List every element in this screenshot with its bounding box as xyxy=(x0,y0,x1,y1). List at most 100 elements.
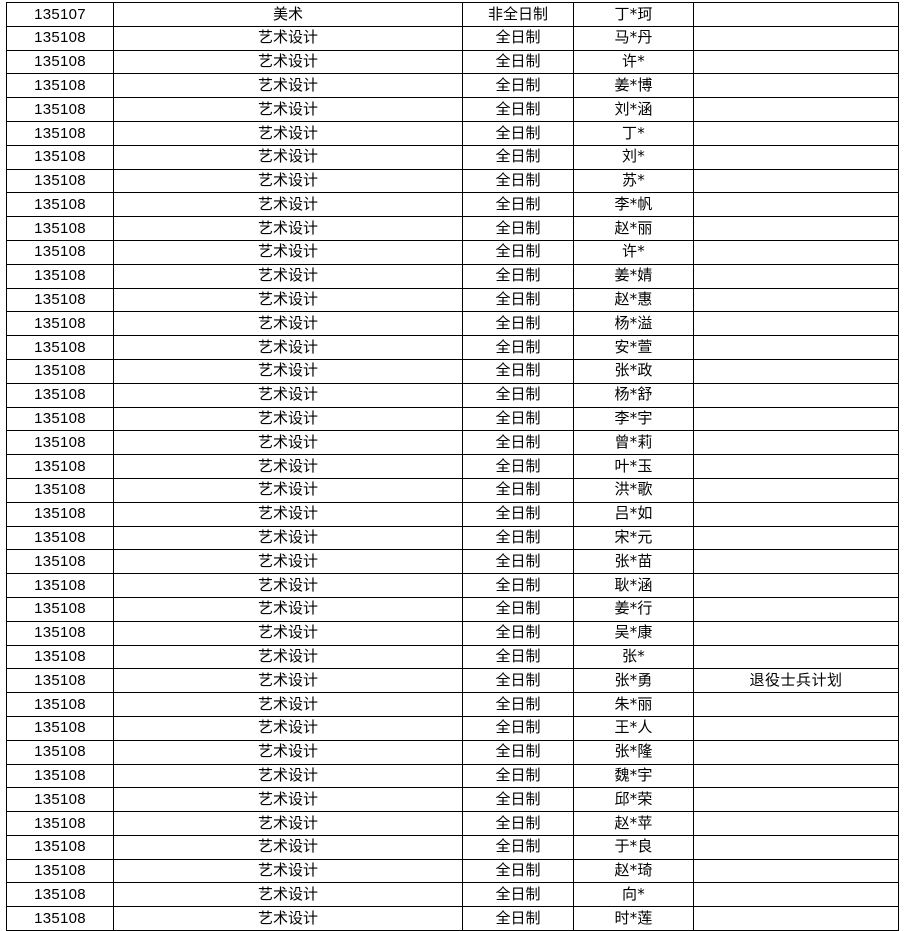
roster-table[interactable]: 135107 美术 非全日制 丁*珂 135108 艺术设计 全日制 马*丹 135108 艺术设… xyxy=(6,2,899,931)
cell-mode[interactable]: 全日制 xyxy=(462,858,574,884)
cell-mode[interactable]: 全日制 xyxy=(462,430,574,456)
cell-code[interactable]: 135108 xyxy=(6,216,114,241)
cell-program[interactable]: 艺术设计 xyxy=(113,73,463,99)
cell-program[interactable]: 艺术设计 xyxy=(113,430,463,456)
cell-note[interactable] xyxy=(693,454,899,479)
cell-note[interactable] xyxy=(693,739,899,765)
cell-name[interactable]: 赵*丽 xyxy=(573,216,694,241)
cell-code[interactable]: 135108 xyxy=(6,620,114,646)
cell-note[interactable] xyxy=(693,406,899,432)
cell-mode[interactable]: 全日制 xyxy=(462,668,574,694)
cell-name[interactable]: 朱*丽 xyxy=(573,692,694,717)
cell-name[interactable]: 宋*元 xyxy=(573,525,694,551)
cell-name[interactable]: 于*良 xyxy=(573,834,694,860)
cell-name[interactable]: 姜*博 xyxy=(573,73,694,99)
cell-note[interactable] xyxy=(693,763,899,789)
table-row[interactable]: 135108 艺术设计 全日制 张*隆 xyxy=(6,739,899,765)
cell-note[interactable] xyxy=(693,73,899,99)
table-row[interactable]: 135108 艺术设计 全日制 杨*舒 xyxy=(6,382,899,408)
cell-name[interactable]: 马*丹 xyxy=(573,25,694,51)
cell-program[interactable]: 艺术设计 xyxy=(113,715,463,741)
cell-note[interactable] xyxy=(693,192,899,218)
table-row[interactable]: 135108 艺术设计 全日制 姜*行 xyxy=(6,596,899,622)
table-row[interactable]: 135107 美术 非全日制 丁*珂 xyxy=(6,2,899,27)
cell-program[interactable]: 艺术设计 xyxy=(113,97,463,122)
cell-mode[interactable]: 全日制 xyxy=(462,144,574,170)
cell-code[interactable]: 135108 xyxy=(6,263,114,289)
table-row[interactable]: 135108 艺术设计 全日制 赵*苹 xyxy=(6,811,899,836)
cell-note[interactable] xyxy=(693,882,899,908)
cell-program[interactable]: 艺术设计 xyxy=(113,858,463,884)
cell-name[interactable]: 杨*溢 xyxy=(573,311,694,337)
table-row[interactable]: 135108 艺术设计 全日制 许* xyxy=(6,49,899,75)
cell-program[interactable]: 艺术设计 xyxy=(113,525,463,551)
cell-mode[interactable]: 全日制 xyxy=(462,763,574,789)
cell-code[interactable]: 135108 xyxy=(6,763,114,789)
cell-name[interactable]: 张* xyxy=(573,644,694,670)
cell-code[interactable]: 135108 xyxy=(6,73,114,99)
cell-note[interactable] xyxy=(693,430,899,456)
cell-name[interactable]: 耿*涵 xyxy=(573,573,694,598)
cell-mode[interactable]: 全日制 xyxy=(462,311,574,337)
cell-mode[interactable]: 全日制 xyxy=(462,49,574,75)
cell-note[interactable] xyxy=(693,644,899,670)
cell-program[interactable]: 艺术设计 xyxy=(113,49,463,75)
table-row[interactable]: 135108 艺术设计 全日制 朱*丽 xyxy=(6,692,899,717)
table-row[interactable]: 135108 艺术设计 全日制 张* xyxy=(6,644,899,670)
cell-note[interactable] xyxy=(693,49,899,75)
cell-name[interactable]: 刘*涵 xyxy=(573,97,694,122)
cell-code[interactable]: 135108 xyxy=(6,358,114,384)
cell-mode[interactable]: 全日制 xyxy=(462,263,574,289)
cell-mode[interactable]: 全日制 xyxy=(462,477,574,503)
cell-note[interactable] xyxy=(693,596,899,622)
table-row[interactable]: 135108 艺术设计 全日制 洪*歌 xyxy=(6,477,899,503)
table-row[interactable]: 135108 艺术设计 全日制 王*人 xyxy=(6,715,899,741)
cell-program[interactable]: 艺术设计 xyxy=(113,311,463,337)
cell-note[interactable] xyxy=(693,358,899,384)
table-row[interactable]: 135108 艺术设计 全日制 姜*博 xyxy=(6,73,899,99)
table-row[interactable]: 135108 艺术设计 全日制 张*苗 xyxy=(6,549,899,575)
cell-code[interactable]: 135108 xyxy=(6,787,114,813)
cell-note[interactable] xyxy=(693,834,899,860)
cell-code[interactable]: 135108 xyxy=(6,430,114,456)
cell-name[interactable]: 赵*惠 xyxy=(573,287,694,313)
table-row[interactable]: 135108 艺术设计 全日制 李*宇 xyxy=(6,406,899,432)
cell-code[interactable]: 135108 xyxy=(6,858,114,884)
table-row[interactable]: 135108 艺术设计 全日制 于*良 xyxy=(6,834,899,860)
cell-name[interactable]: 张*隆 xyxy=(573,739,694,765)
cell-name[interactable]: 杨*舒 xyxy=(573,382,694,408)
table-row[interactable]: 135108 艺术设计 全日制 邱*荣 xyxy=(6,787,899,813)
cell-code[interactable]: 135107 xyxy=(6,2,114,27)
cell-code[interactable]: 135108 xyxy=(6,668,114,694)
cell-name[interactable]: 刘* xyxy=(573,144,694,170)
cell-code[interactable]: 135108 xyxy=(6,644,114,670)
cell-note[interactable] xyxy=(693,2,899,27)
cell-program[interactable]: 艺术设计 xyxy=(113,477,463,503)
table-row[interactable]: 135108 艺术设计 全日制 刘* xyxy=(6,144,899,170)
cell-mode[interactable]: 全日制 xyxy=(462,715,574,741)
cell-program[interactable]: 艺术设计 xyxy=(113,811,463,836)
cell-program[interactable]: 艺术设计 xyxy=(113,906,463,931)
cell-mode[interactable]: 全日制 xyxy=(462,168,574,194)
cell-note[interactable] xyxy=(693,573,899,598)
cell-program[interactable]: 艺术设计 xyxy=(113,834,463,860)
cell-code[interactable]: 135108 xyxy=(6,239,114,265)
cell-program[interactable]: 艺术设计 xyxy=(113,549,463,575)
cell-note[interactable] xyxy=(693,335,899,360)
cell-mode[interactable]: 全日制 xyxy=(462,644,574,670)
cell-name[interactable]: 吕*如 xyxy=(573,501,694,527)
cell-code[interactable]: 135108 xyxy=(6,525,114,551)
cell-program[interactable]: 艺术设计 xyxy=(113,787,463,813)
table-row[interactable]: 135108 艺术设计 全日制 曾*莉 xyxy=(6,430,899,456)
cell-mode[interactable]: 全日制 xyxy=(462,335,574,360)
cell-code[interactable]: 135108 xyxy=(6,25,114,51)
cell-mode[interactable]: 全日制 xyxy=(462,787,574,813)
cell-note[interactable] xyxy=(693,477,899,503)
cell-mode[interactable]: 全日制 xyxy=(462,97,574,122)
cell-code[interactable]: 135108 xyxy=(6,906,114,931)
cell-mode[interactable]: 全日制 xyxy=(462,549,574,575)
cell-note[interactable] xyxy=(693,120,899,146)
cell-code[interactable]: 135108 xyxy=(6,120,114,146)
cell-mode[interactable]: 全日制 xyxy=(462,620,574,646)
cell-mode[interactable]: 全日制 xyxy=(462,834,574,860)
